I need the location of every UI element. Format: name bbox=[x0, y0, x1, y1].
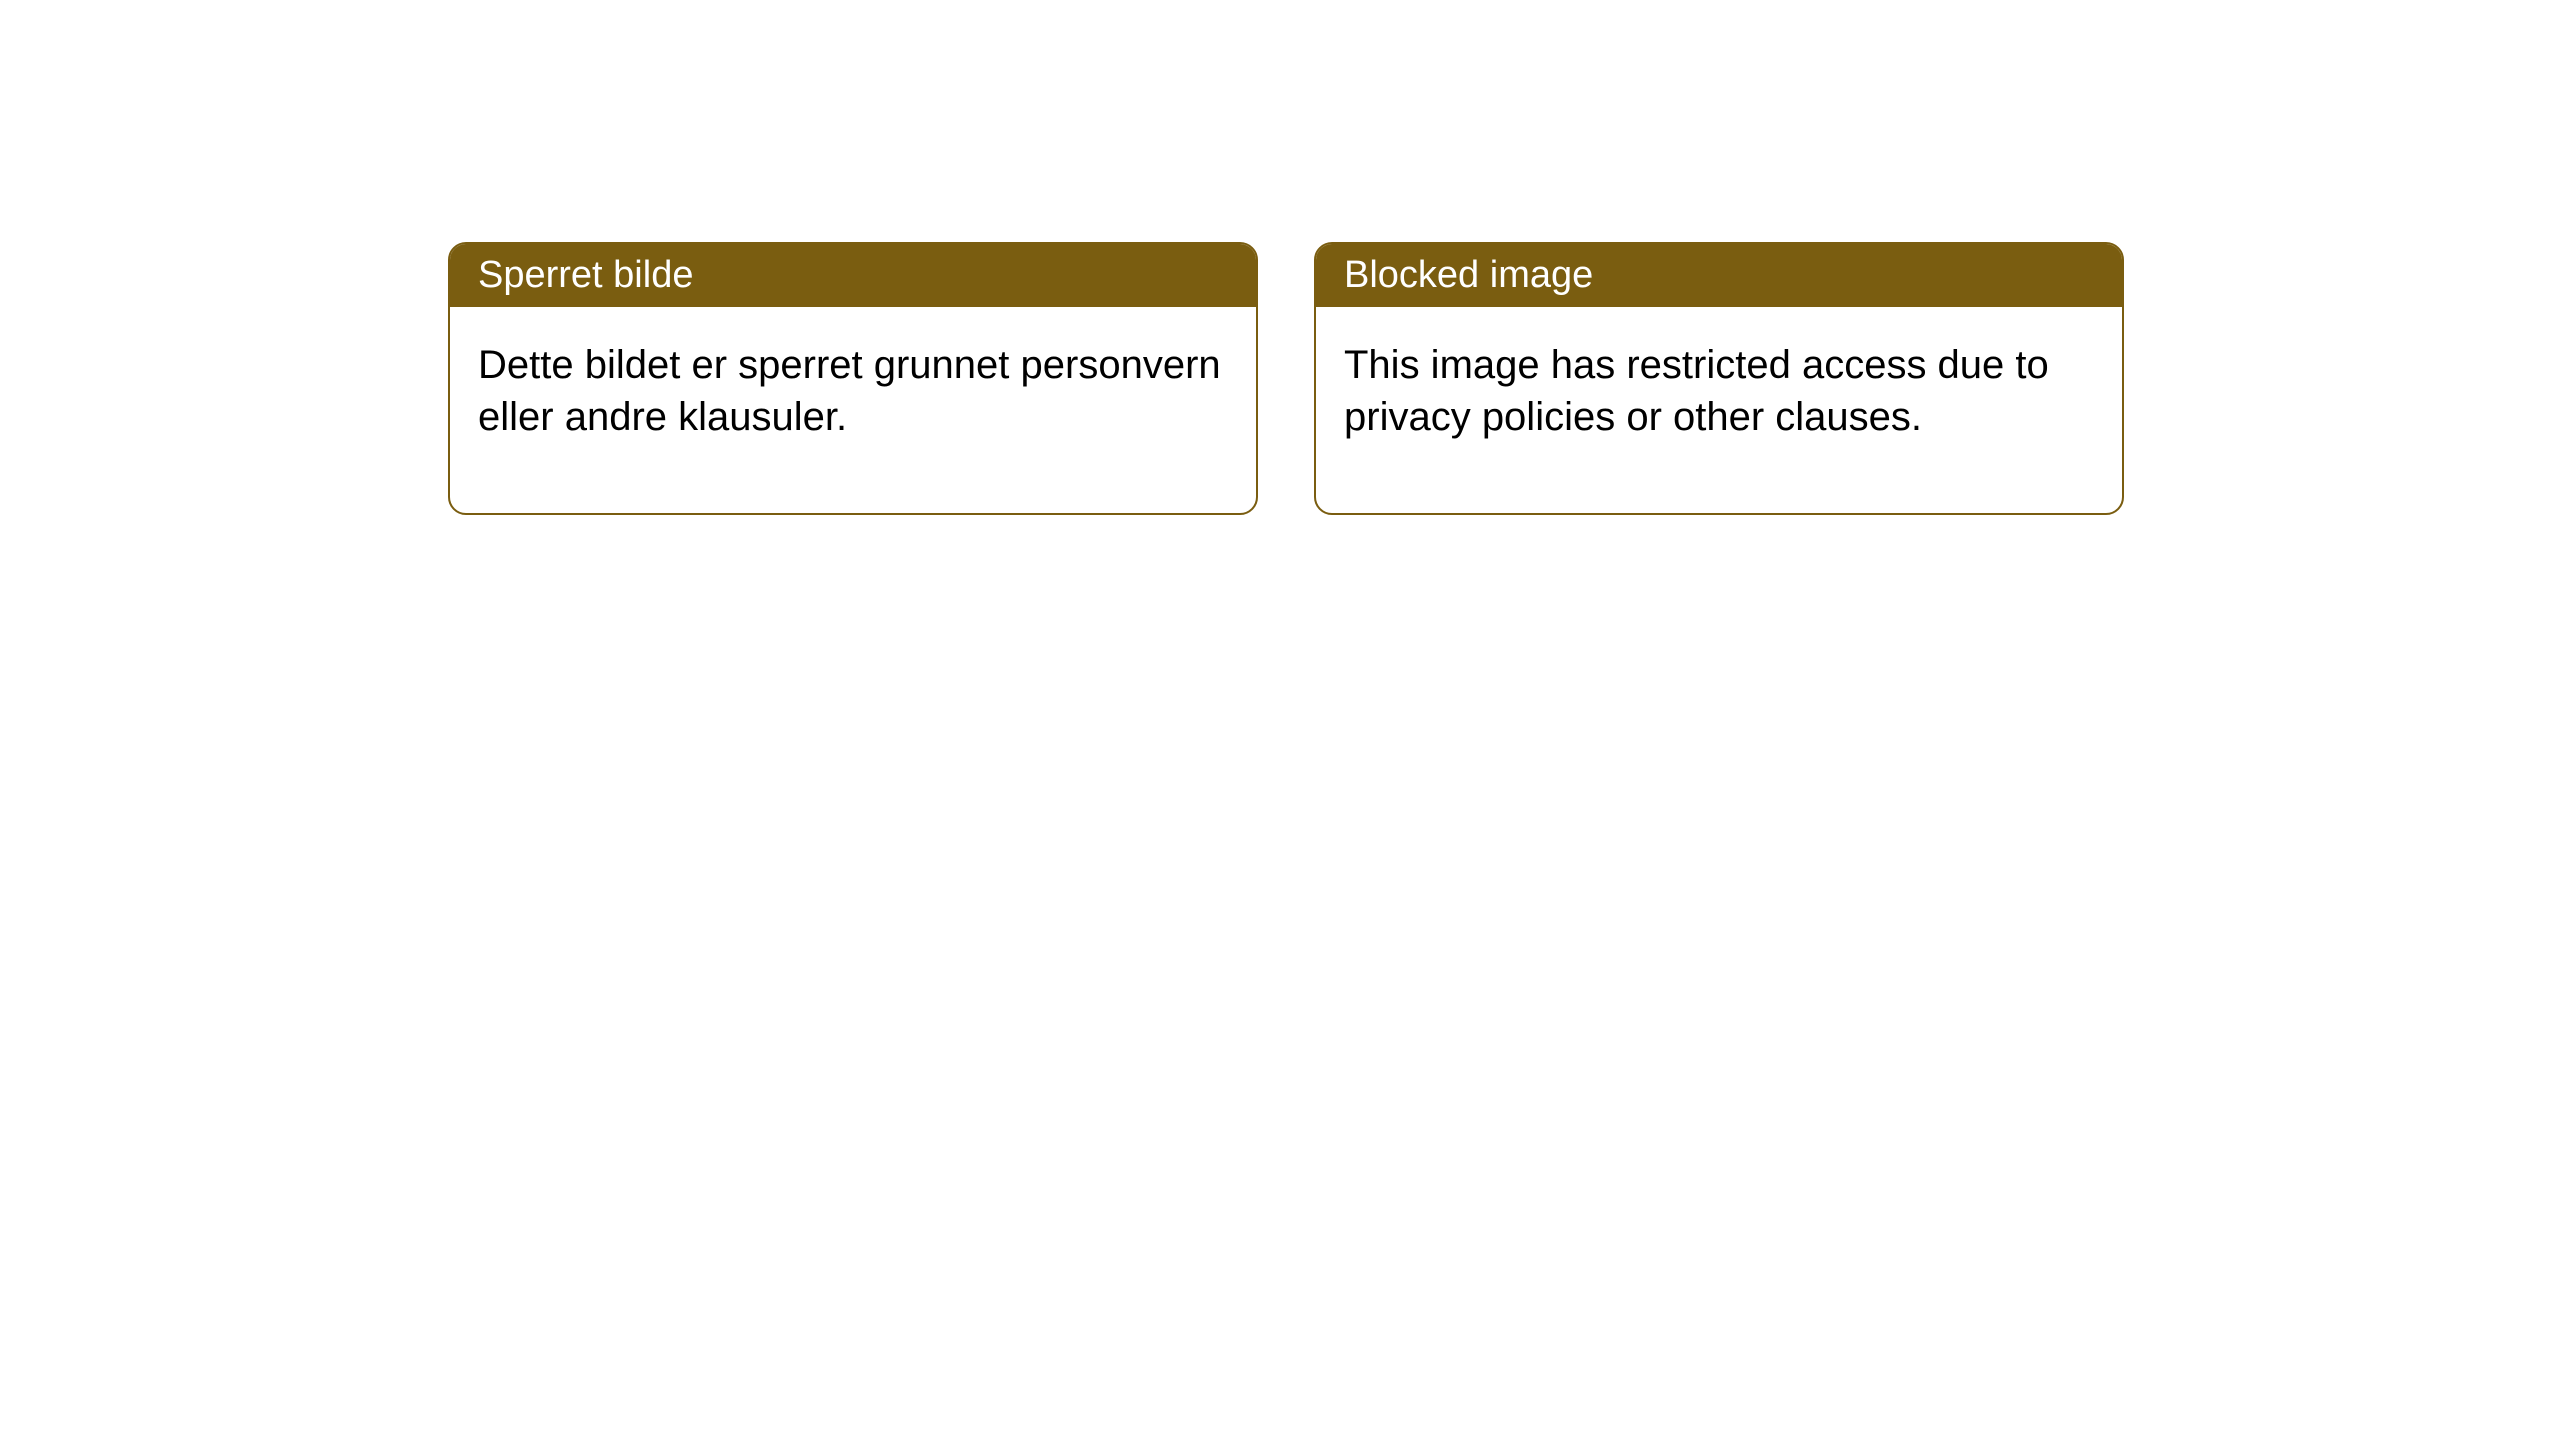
notice-header: Sperret bilde bbox=[450, 244, 1256, 307]
notice-header: Blocked image bbox=[1316, 244, 2122, 307]
notice-box-english: Blocked image This image has restricted … bbox=[1314, 242, 2124, 515]
notice-body: Dette bildet er sperret grunnet personve… bbox=[450, 307, 1256, 513]
notice-body-text: This image has restricted access due to … bbox=[1344, 343, 2049, 439]
notice-body-text: Dette bildet er sperret grunnet personve… bbox=[478, 343, 1221, 439]
notice-box-norwegian: Sperret bilde Dette bildet er sperret gr… bbox=[448, 242, 1258, 515]
notice-container: Sperret bilde Dette bildet er sperret gr… bbox=[448, 242, 2124, 515]
notice-title: Blocked image bbox=[1344, 254, 1593, 296]
notice-body: This image has restricted access due to … bbox=[1316, 307, 2122, 513]
notice-title: Sperret bilde bbox=[478, 254, 693, 296]
